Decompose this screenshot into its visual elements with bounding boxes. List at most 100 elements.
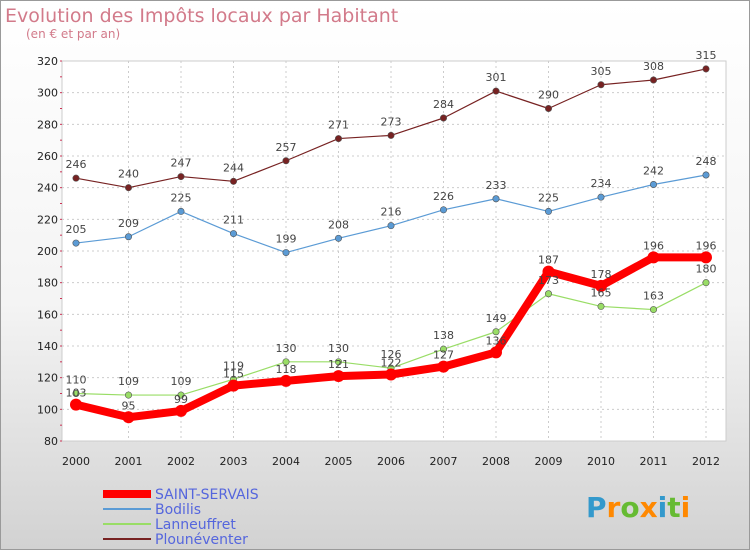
y-tick-label: 180: [37, 277, 58, 290]
legend-label: Lanneuffret: [155, 517, 236, 533]
data-label: 273: [381, 115, 402, 128]
data-point: [125, 184, 133, 192]
proxiti-logo-letter: o: [620, 491, 639, 524]
data-label: 103: [66, 387, 87, 400]
x-tick-label: 2007: [430, 455, 458, 468]
data-label: 233: [486, 179, 507, 192]
proxiti-logo-letter: i: [681, 491, 691, 524]
data-point: [649, 181, 657, 189]
y-tick-label: 140: [37, 340, 58, 353]
data-label: 127: [433, 349, 454, 362]
data-point: [70, 398, 82, 411]
data-point: [492, 87, 500, 95]
data-label: 130: [328, 342, 349, 355]
x-tick-label: 2001: [115, 455, 143, 468]
legend-label: Bodilis: [155, 502, 201, 518]
data-label: 246: [66, 158, 87, 171]
x-tick-label: 2004: [272, 455, 300, 468]
data-label: 244: [223, 161, 244, 174]
data-label: 110: [66, 374, 87, 387]
data-label: 121: [328, 358, 349, 371]
data-point: [122, 411, 135, 424]
data-label: 130: [276, 342, 297, 355]
data-point: [439, 114, 447, 122]
data-label: 290: [538, 89, 559, 102]
data-point: [72, 174, 80, 182]
data-label: 196: [696, 239, 717, 252]
y-tick-label: 300: [37, 87, 58, 100]
data-labels: 103 95 99 115 118 121 122 127 136 187 178 196 196 205…: [66, 49, 717, 412]
data-point: [702, 279, 710, 287]
data-point: [597, 193, 605, 201]
x-tick-label: 2003: [220, 455, 248, 468]
legend: SAINT-SERVAISBodilisLanneuffretPlounéven…: [103, 487, 259, 548]
data-point: [72, 389, 80, 397]
x-axis: 2000 2001 2002 2003 2004 2005 2006 2007 2008 2009…: [62, 455, 720, 468]
data-label: 163: [643, 290, 664, 303]
data-point: [280, 374, 292, 387]
data-point: [492, 328, 500, 336]
data-label: 301: [486, 71, 507, 84]
data-point: [334, 358, 342, 366]
data-point: [385, 368, 397, 381]
data-point: [177, 391, 185, 399]
data-point: [595, 279, 607, 292]
y-tick-label: 160: [37, 308, 58, 321]
x-tick-label: 2010: [587, 455, 615, 468]
data-label: 149: [486, 312, 507, 325]
data-label: 308: [643, 60, 664, 73]
x-tick-label: 2006: [377, 455, 405, 468]
data-point: [597, 302, 605, 310]
data-point: [227, 379, 240, 392]
data-label: 248: [696, 155, 717, 168]
data-label: 271: [328, 119, 349, 132]
proxiti-logo-letter: r: [607, 491, 621, 524]
y-tick-label: 200: [37, 245, 58, 258]
data-label: 118: [276, 363, 297, 376]
x-tick-label: 2012: [692, 455, 720, 468]
proxiti-logo-letter: x: [640, 491, 658, 524]
data-label: 196: [643, 239, 664, 252]
data-label: 109: [118, 375, 139, 388]
y-tick-label: 100: [37, 403, 58, 416]
data-point: [282, 157, 290, 165]
data-point: [332, 370, 345, 383]
proxiti-logo-letter: t: [667, 491, 680, 524]
data-label: 242: [643, 165, 664, 178]
data-label: 109: [171, 375, 192, 388]
data-label: 216: [381, 206, 402, 219]
data-point: [175, 404, 187, 417]
data-label: 315: [696, 49, 717, 62]
y-axis: 80 100 120 140 160 180 200 220 240 260 280 300 320: [37, 55, 62, 448]
data-point: [230, 230, 238, 238]
data-point: [177, 207, 185, 215]
data-label: 247: [171, 157, 192, 170]
x-tick-label: 2011: [640, 455, 668, 468]
data-point: [125, 233, 133, 241]
data-label: 305: [591, 65, 612, 78]
data-label: 225: [538, 191, 559, 204]
data-point: [72, 239, 80, 247]
data-label: 115: [223, 368, 244, 381]
x-tick-label: 2000: [62, 455, 90, 468]
chart-title: Evolution des Impôts locaux par Habitant: [5, 5, 398, 27]
data-point: [542, 265, 555, 278]
data-point: [334, 234, 342, 242]
data-point: [387, 222, 395, 230]
data-label: 209: [118, 217, 139, 230]
data-label: 99: [174, 393, 188, 406]
data-label: 126: [381, 348, 402, 361]
data-label: 284: [433, 98, 454, 111]
data-point: [544, 105, 552, 113]
data-point: [544, 290, 552, 298]
data-label: 178: [591, 268, 612, 281]
data-point: [649, 306, 657, 314]
legend-label: SAINT-SERVAIS: [155, 487, 259, 503]
data-label: 208: [328, 218, 349, 231]
data-label: 119: [223, 359, 244, 372]
data-point: [334, 135, 342, 143]
y-tick-label: 120: [37, 372, 58, 385]
data-point: [437, 360, 450, 373]
